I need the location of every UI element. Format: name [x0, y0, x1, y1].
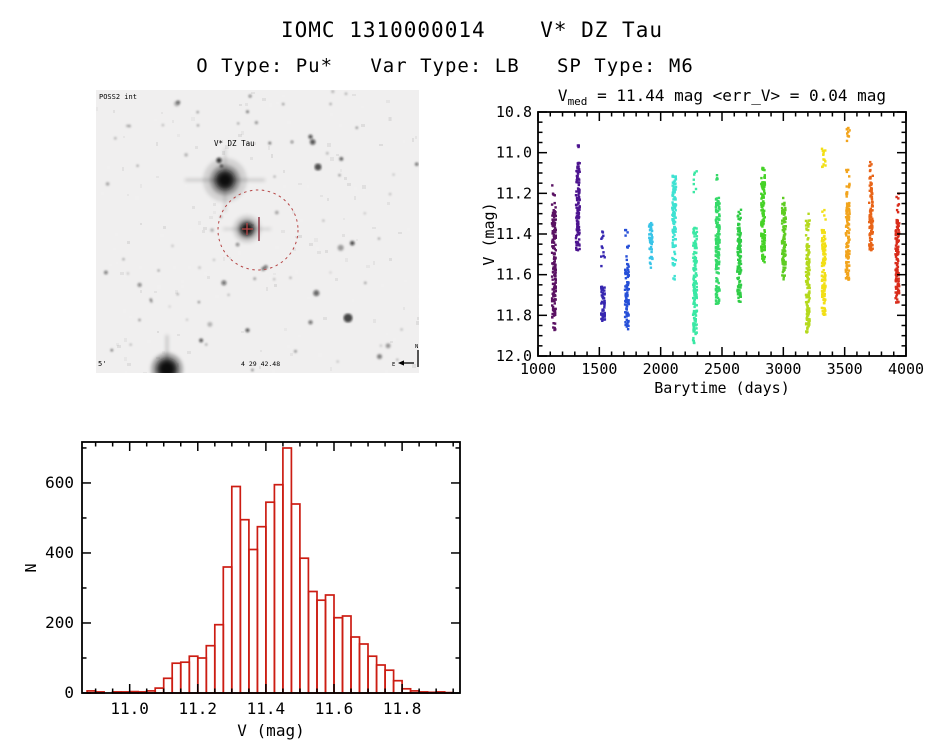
y-tick-label: 11.6 — [496, 266, 532, 284]
y-tick-label: 11.0 — [496, 144, 532, 162]
x-tick-label: 1500 — [581, 360, 617, 378]
y-tick-label: 600 — [45, 473, 74, 492]
y-tick-label: 0 — [64, 683, 74, 702]
x-tick-label: 11.8 — [383, 699, 422, 718]
survey-label: POSS2 int — [99, 93, 137, 101]
plot-frame — [537, 111, 907, 357]
plot-stats-title: Vmed = 11.44 mag <err_V> = 0.04 mag — [558, 86, 886, 108]
y-axis-label: N — [22, 563, 40, 572]
lightcurve-points — [550, 126, 901, 345]
y-tick-label: 10.8 — [496, 103, 532, 121]
y-tick-label: 11.2 — [496, 184, 532, 202]
x-tick-label: 3500 — [827, 360, 863, 378]
x-tick-label: 2500 — [704, 360, 740, 378]
compass-north-label: N — [415, 344, 418, 350]
x-tick-label: 11.2 — [179, 699, 218, 718]
histogram-bars — [86, 447, 455, 694]
plot-frame — [81, 441, 461, 694]
x-axis-label: Barytime (days) — [654, 379, 789, 397]
x-axis-label: V (mag) — [237, 721, 304, 740]
x-tick-label: 11.6 — [315, 699, 354, 718]
bright-star — [185, 148, 265, 212]
axis-ticks — [82, 442, 460, 694]
x-tick-label: 4000 — [888, 360, 924, 378]
page-subtitle: O Type: Pu* Var Type: LB SP Type: M6 — [196, 55, 694, 77]
x-tick-label: 1000 — [520, 360, 556, 378]
x-tick-label: 11.4 — [247, 699, 286, 718]
field-stars — [104, 90, 419, 371]
lightcurve-plot: 1000 1500 2000 2500 3000 3500 4000 10.8 11.0 11.2… — [480, 86, 924, 397]
field-star — [343, 313, 353, 323]
edge-star — [151, 335, 183, 373]
y-tick-label: 400 — [45, 543, 74, 562]
field-star — [314, 163, 322, 171]
magnitude-histogram: 11.0 11.2 11.4 11.6 11.8 0 200 400 600 V (mag) N — [22, 441, 461, 740]
y-tick-label: 11.8 — [496, 306, 532, 324]
compass: NE — [392, 344, 419, 368]
compass-east-label: E — [392, 362, 395, 368]
y-tick-label: 200 — [45, 613, 74, 632]
y-tick-label: 12.0 — [496, 347, 532, 365]
x-tick-label: 3000 — [765, 360, 801, 378]
coordinates-label: 4 29 42.48 — [241, 360, 280, 368]
scale-label: 5' — [98, 360, 106, 368]
x-tick-label: 11.0 — [110, 699, 149, 718]
target-name-label: V* DZ Tau — [214, 139, 255, 148]
image-noise — [101, 92, 419, 373]
target-circle-marker — [217, 189, 299, 271]
y-tick-label: 11.4 — [496, 225, 532, 243]
y-axis-label: V (mag) — [480, 202, 498, 265]
page-title: IOMC 1310000014 V* DZ Tau — [280, 18, 663, 42]
axis-ticks — [537, 111, 907, 357]
x-tick-label: 2000 — [643, 360, 679, 378]
